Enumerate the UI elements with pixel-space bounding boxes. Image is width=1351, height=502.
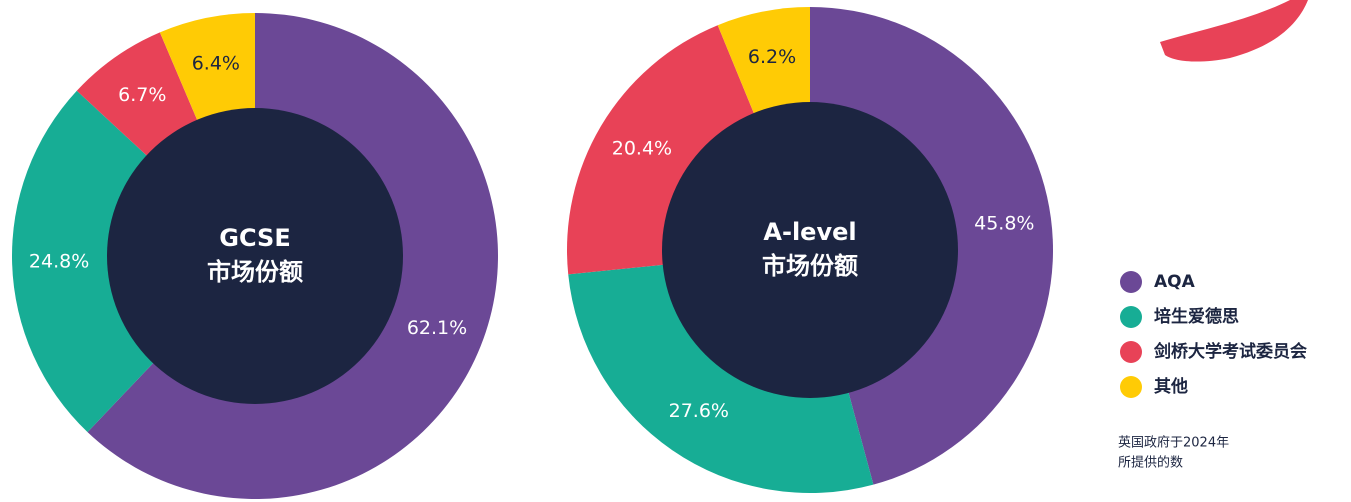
legend-label: 其他: [1154, 376, 1188, 397]
center-subtitle: 市场份额: [207, 258, 303, 286]
legend-label: AQA: [1154, 272, 1196, 292]
value-label: 24.8%: [29, 251, 89, 273]
legend-swatch: [1120, 376, 1142, 398]
value-label: 6.4%: [192, 52, 240, 74]
source-line: 所提供的数: [1118, 455, 1183, 471]
donut-hole: [662, 102, 958, 398]
value-label: 62.1%: [407, 317, 467, 339]
value-label: 27.6%: [669, 400, 729, 422]
brush-decoration: [1160, 0, 1308, 62]
value-label: 6.2%: [748, 46, 796, 68]
legend-swatch: [1120, 271, 1142, 293]
donut-hole: [107, 108, 403, 404]
center-subtitle: 市场份额: [762, 252, 858, 280]
legend-label: 培生爱德思: [1154, 306, 1239, 327]
page: 英国政府于2024年 所提供的数 62.1% 24.8% 6.7% 6.4% GCSE 市…: [0, 0, 1351, 502]
source-line: 英国政府于2024年: [1118, 436, 1229, 451]
legend-label: 剑桥大学考试委员会: [1153, 341, 1307, 362]
value-label: 45.8%: [974, 213, 1034, 235]
legend-swatch: [1120, 306, 1142, 328]
value-label: 20.4%: [612, 138, 672, 160]
center-title: GCSE: [219, 224, 290, 252]
center-title: A-level: [763, 218, 856, 246]
legend-swatch: [1120, 341, 1142, 363]
value-label: 6.7%: [118, 84, 166, 106]
